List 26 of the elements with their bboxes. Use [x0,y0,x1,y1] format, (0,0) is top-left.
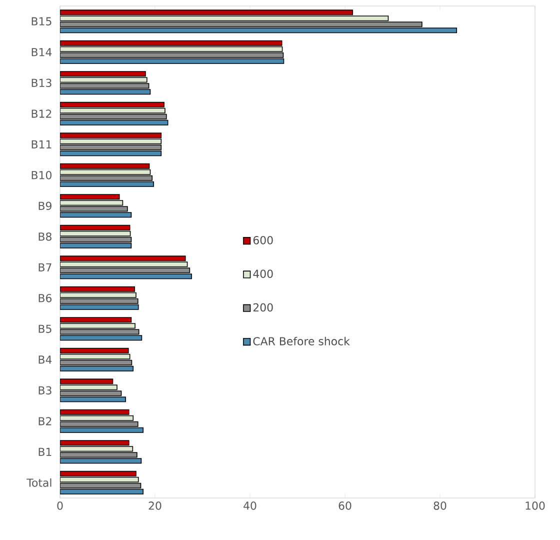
x-tick-label: 80 [434,502,446,510]
y-tick-label: B1 [38,448,52,456]
y-tick-label: B15 [32,17,52,26]
y-tick-label: B10 [32,170,52,180]
x-tick-label: 100 [526,502,545,510]
y-tick-label: B13 [32,78,52,88]
x-tick-label: 20 [148,502,162,510]
x-tick-label: 40 [244,502,256,510]
y-tick-label: B2 [38,417,52,426]
y-tick-label: B12 [32,110,52,118]
y-tick-label: B6 [38,294,52,302]
y-tick-label: B4 [38,356,52,364]
y-tick-label: B9 [38,202,52,210]
y-tick-label: Total [26,478,52,487]
y-tick-label: B14 [32,48,52,56]
legend-label: 400 [253,270,273,278]
legend-label: 600 [253,236,273,244]
legend-label: CAR Before shock [253,336,350,346]
x-tick-label: 60 [338,502,352,510]
y-tick-label: B7 [38,263,52,272]
legend-label: 200 [253,303,273,312]
y-tick-label: B5 [38,324,52,333]
y-tick-label: B11 [32,140,52,148]
y-tick-label: B3 [38,386,52,395]
y-tick-label: B8 [38,232,52,241]
x-tick-label: 0 [57,502,63,510]
